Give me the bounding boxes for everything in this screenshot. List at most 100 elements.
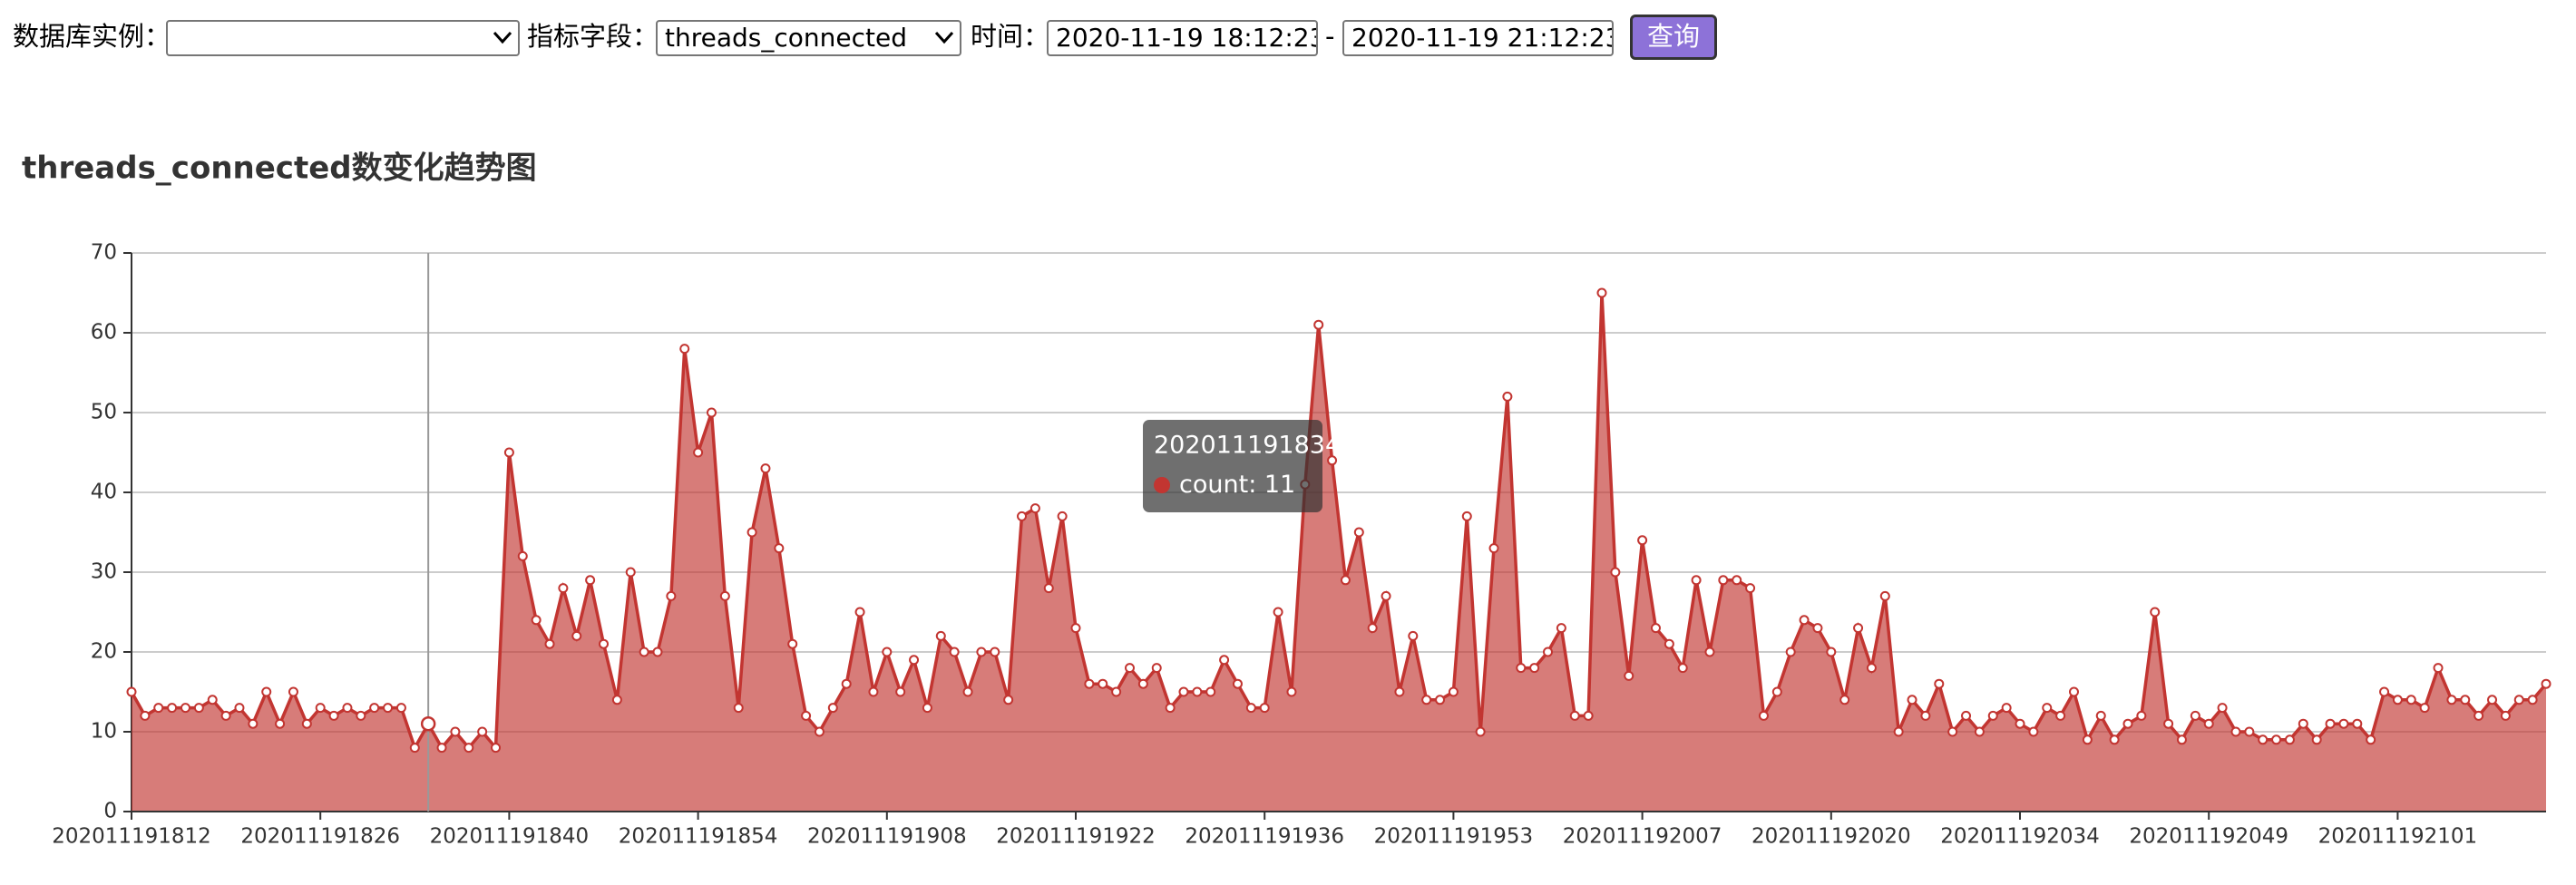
data-point bbox=[1947, 726, 1958, 737]
data-point bbox=[531, 615, 542, 626]
data-point bbox=[1286, 686, 1297, 697]
data-point bbox=[409, 743, 420, 754]
data-point bbox=[814, 726, 825, 737]
data-point bbox=[1879, 590, 1890, 601]
data-point bbox=[2109, 734, 2120, 745]
data-point bbox=[882, 647, 893, 657]
data-point bbox=[1745, 583, 1756, 594]
data-point bbox=[733, 703, 744, 714]
data-point bbox=[2015, 718, 2025, 729]
data-point bbox=[1192, 686, 1203, 697]
chart-title: threads_connected数变化趋势图 bbox=[22, 151, 537, 187]
tooltip-box bbox=[1143, 420, 1322, 512]
data-point bbox=[1516, 663, 1527, 674]
data-point bbox=[1718, 575, 1729, 586]
data-point bbox=[342, 703, 353, 714]
data-point bbox=[2082, 734, 2093, 745]
data-point bbox=[652, 647, 663, 657]
data-point bbox=[1596, 287, 1607, 298]
data-point bbox=[827, 703, 838, 714]
data-point bbox=[639, 647, 649, 657]
data-point bbox=[1637, 535, 1648, 546]
data-point bbox=[1529, 663, 1540, 674]
metric-label: 指标字段： bbox=[527, 21, 659, 52]
data-point bbox=[193, 703, 204, 714]
data-point bbox=[558, 583, 569, 594]
data-point bbox=[1920, 710, 1931, 721]
x-tick-label: 202011191953 bbox=[1374, 825, 1534, 849]
data-point bbox=[2258, 734, 2269, 745]
data-point bbox=[679, 344, 690, 355]
hover-point bbox=[420, 715, 436, 732]
data-point bbox=[706, 407, 717, 418]
data-point bbox=[2203, 718, 2214, 729]
data-point bbox=[922, 703, 932, 714]
data-point bbox=[2028, 726, 2039, 737]
data-point bbox=[126, 686, 137, 697]
metric-select[interactable]: threads_connected bbox=[656, 20, 961, 56]
data-point bbox=[1907, 695, 1917, 705]
y-tick-label: 40 bbox=[91, 481, 117, 504]
data-point bbox=[1475, 726, 1486, 737]
data-point bbox=[383, 703, 394, 714]
data-point bbox=[1367, 623, 1378, 634]
data-point bbox=[301, 718, 312, 729]
data-point bbox=[2325, 718, 2336, 729]
data-point bbox=[1232, 678, 1243, 689]
tooltip: 202011191834 count: 11 bbox=[1143, 420, 1341, 512]
data-point bbox=[1610, 567, 1621, 578]
data-point bbox=[2163, 718, 2174, 729]
y-tick-label: 10 bbox=[91, 720, 117, 744]
data-point bbox=[2487, 695, 2498, 705]
data-point bbox=[1178, 686, 1189, 697]
time-label: 时间： bbox=[971, 21, 1050, 52]
data-point bbox=[2311, 734, 2322, 745]
data-point bbox=[1340, 575, 1351, 586]
data-point bbox=[1987, 710, 1998, 721]
instance-select[interactable] bbox=[166, 20, 520, 56]
data-point bbox=[328, 710, 339, 721]
data-point bbox=[275, 718, 286, 729]
data-point bbox=[1853, 623, 1864, 634]
end-time-input[interactable]: 2020-11-19 21:12:23 bbox=[1342, 20, 1614, 56]
data-point bbox=[1461, 511, 1472, 521]
instance-label: 数据库实例： bbox=[13, 21, 171, 52]
data-point bbox=[611, 695, 622, 705]
data-point bbox=[1043, 583, 1054, 594]
data-point bbox=[517, 550, 528, 561]
data-point bbox=[1732, 575, 1742, 586]
data-point bbox=[423, 718, 434, 729]
data-point bbox=[719, 590, 730, 601]
data-point bbox=[2379, 686, 2390, 697]
data-point bbox=[2474, 710, 2484, 721]
query-button[interactable]: 查询 bbox=[1630, 15, 1717, 60]
data-point bbox=[1084, 678, 1095, 689]
data-point bbox=[625, 567, 636, 578]
data-point bbox=[2136, 710, 2147, 721]
y-tick-label: 0 bbox=[103, 800, 117, 823]
data-point bbox=[2217, 703, 2228, 714]
data-point bbox=[491, 743, 502, 754]
data-point bbox=[1300, 479, 1311, 490]
data-point bbox=[2541, 678, 2552, 689]
data-point bbox=[1098, 678, 1108, 689]
data-point bbox=[1799, 615, 1810, 626]
data-point bbox=[2230, 726, 2241, 737]
data-point bbox=[1556, 623, 1566, 634]
y-tick-label: 50 bbox=[91, 401, 117, 424]
data-point bbox=[1934, 678, 1945, 689]
data-point bbox=[2095, 710, 2106, 721]
start-time-input[interactable]: 2020-11-19 18:12:23 bbox=[1047, 20, 1318, 56]
data-point bbox=[1543, 647, 1554, 657]
time-separator: - bbox=[1325, 21, 1335, 52]
data-point bbox=[1664, 638, 1674, 649]
data-point bbox=[599, 638, 610, 649]
data-point bbox=[1151, 663, 1162, 674]
data-point bbox=[1866, 663, 1877, 674]
data-point bbox=[1758, 710, 1769, 721]
data-point bbox=[140, 710, 151, 721]
x-tick-label: 202011191936 bbox=[1185, 825, 1344, 849]
data-point bbox=[1961, 710, 1972, 721]
